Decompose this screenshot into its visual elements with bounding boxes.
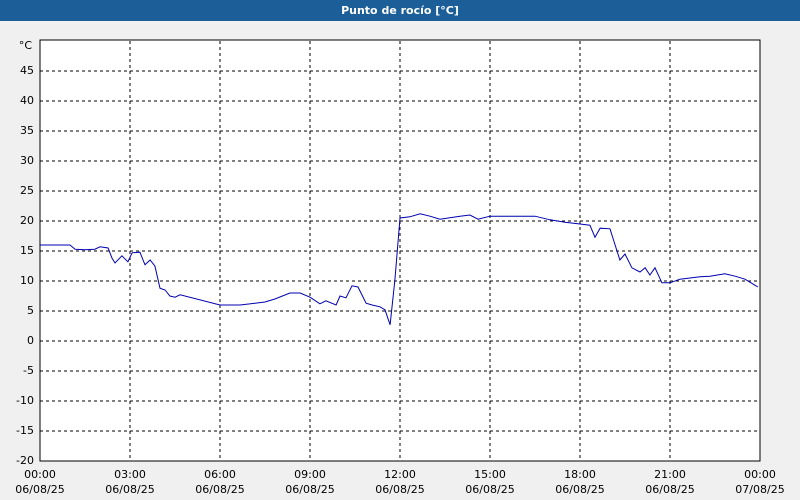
- x-tick-label: 18:00: [564, 468, 596, 481]
- y-tick-label: 30: [20, 154, 34, 167]
- x-tick-date: 06/08/25: [285, 483, 334, 496]
- y-axis-unit: °C: [19, 39, 33, 52]
- y-tick-label: -15: [16, 424, 34, 437]
- x-tick-label: 12:00: [384, 468, 416, 481]
- x-tick-date: 06/08/25: [105, 483, 154, 496]
- x-tick-label: 21:00: [654, 468, 686, 481]
- y-tick-label: 0: [27, 334, 34, 347]
- x-tick-label: 09:00: [294, 468, 326, 481]
- y-tick-label: -10: [16, 394, 34, 407]
- x-tick-date: 06/08/25: [555, 483, 604, 496]
- y-tick-label: 10: [20, 274, 34, 287]
- y-tick-label: 35: [20, 124, 34, 137]
- plot-border: [39, 39, 761, 462]
- x-tick-date: 06/08/25: [465, 483, 514, 496]
- x-tick-date: 06/08/25: [375, 483, 424, 496]
- x-tick-date: 07/08/25: [735, 483, 784, 496]
- chart-title: Punto de rocío [°C]: [341, 4, 459, 17]
- x-tick-label: 00:00: [744, 468, 776, 481]
- y-tick-label: 15: [20, 244, 34, 257]
- x-tick-label: 15:00: [474, 468, 506, 481]
- x-tick-label: 03:00: [114, 468, 146, 481]
- y-tick-label: 5: [27, 304, 34, 317]
- x-tick-date: 06/08/25: [15, 483, 64, 496]
- x-tick-date: 06/08/25: [645, 483, 694, 496]
- y-tick-label: -5: [23, 364, 34, 377]
- data-line: [40, 213, 759, 325]
- y-tick-label: -20: [16, 454, 34, 467]
- x-tick-label: 06:00: [204, 468, 236, 481]
- x-tick-date: 06/08/25: [195, 483, 244, 496]
- y-tick-label: 20: [20, 214, 34, 227]
- y-tick-label: 45: [20, 64, 34, 77]
- y-tick-label: 25: [20, 184, 34, 197]
- y-tick-label: 40: [20, 94, 34, 107]
- x-tick-label: 00:00: [24, 468, 56, 481]
- title-bar: [0, 0, 800, 21]
